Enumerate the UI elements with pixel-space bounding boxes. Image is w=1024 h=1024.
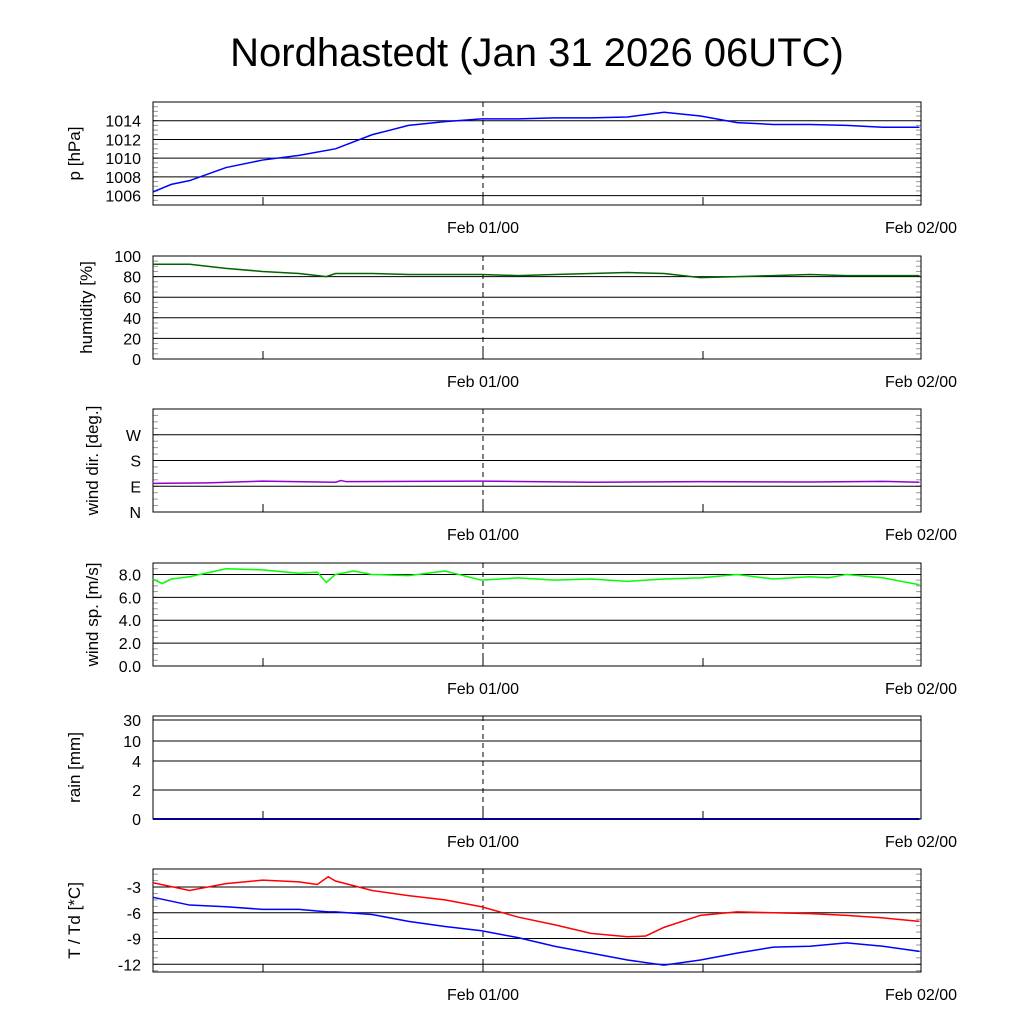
panel-rain: 0 2 4 10 30 rain [mm] Feb 01/00 Feb 02/00 [65,713,957,851]
series-line-t [152,875,920,938]
y-axis-label: wind dir. [deg.] [83,406,102,517]
y-axis-label: humidity [%] [77,261,96,354]
x-tick-label: Feb 02/00 [885,987,957,1004]
x-tick-label: Feb 02/00 [885,220,957,237]
plot-frame [152,562,922,667]
y-tick-label: 100 [114,249,141,266]
y-tick-label: 0.0 [119,659,141,676]
x-tick-label: Feb 02/00 [885,374,957,391]
y-tick-label: 8.0 [119,567,141,584]
y-tick-label: S [130,454,141,471]
series-line-wind-speed [152,567,920,586]
y-tick-label: 2.0 [119,636,141,653]
x-tick-label: Feb 01/00 [447,527,519,544]
series-line-pressure [152,111,920,193]
y-tick-label: 60 [123,290,141,307]
y-axis-label: wind sp. [m/s] [83,563,102,668]
y-tick-label: -3 [127,880,141,897]
x-tick-label: Feb 01/00 [447,681,519,698]
plot-frame [152,715,922,820]
y-axis-label: T / Td [*C] [65,882,84,959]
x-tick-label: Feb 01/00 [447,987,519,1004]
y-tick-label: E [130,479,141,496]
x-tick-label: Feb 01/00 [447,374,519,391]
y-tick-label: 0 [132,352,141,369]
y-tick-label: -12 [118,957,141,974]
y-tick-label: 1012 [105,132,141,149]
y-axis-label: rain [mm] [65,732,84,803]
chart-title: Nordhastedt (Jan 31 2026 06UTC) [230,31,844,75]
x-tick-label: Feb 02/00 [885,527,957,544]
y-tick-label: 1010 [105,151,141,168]
y-tick-label: 10 [123,734,141,751]
panel-humidity: 0 20 40 60 80 100 humidity [%] Feb 01/00 Feb 02/… [77,249,957,391]
plot-frame [152,255,922,360]
y-tick-label: N [129,505,141,522]
y-tick-label: 1008 [105,170,141,187]
y-tick-label: 0 [132,812,141,829]
x-tick-label: Feb 01/00 [447,834,519,851]
plot-frame [152,408,922,513]
y-tick-label: 6.0 [119,590,141,607]
y-tick-label: 20 [123,331,141,348]
y-axis-label: p [hPa] [65,127,84,181]
y-tick-label: -6 [127,906,141,923]
y-tick-label: 4.0 [119,613,141,630]
y-tick-label: 4 [132,754,141,771]
x-tick-label: Feb 02/00 [885,834,957,851]
plot-frame [152,101,922,206]
y-tick-label: 2 [132,783,141,800]
y-tick-label: 1014 [105,114,141,131]
panel-temp: -12 -9 -6 -3 T / Td [*C] Feb 01/00 Feb 02/00 [65,868,957,1004]
x-tick-label: Feb 02/00 [885,681,957,698]
plot-frame [152,868,922,973]
y-tick-label: 40 [123,311,141,328]
series-line-humidity [153,263,920,279]
series-line-td [152,896,920,966]
x-tick-label: Feb 01/00 [447,220,519,237]
y-tick-label: -9 [127,932,141,949]
y-tick-label: W [126,428,142,445]
y-tick-label: 1006 [105,189,141,206]
panel-windspeed: 0.0 2.0 4.0 6.0 8.0 wind sp. [m/s] Feb 01/00 Fe… [83,562,957,698]
y-tick-label: 80 [123,270,141,287]
series-line-wind-direction [152,479,920,485]
y-tick-label: 30 [123,713,141,730]
